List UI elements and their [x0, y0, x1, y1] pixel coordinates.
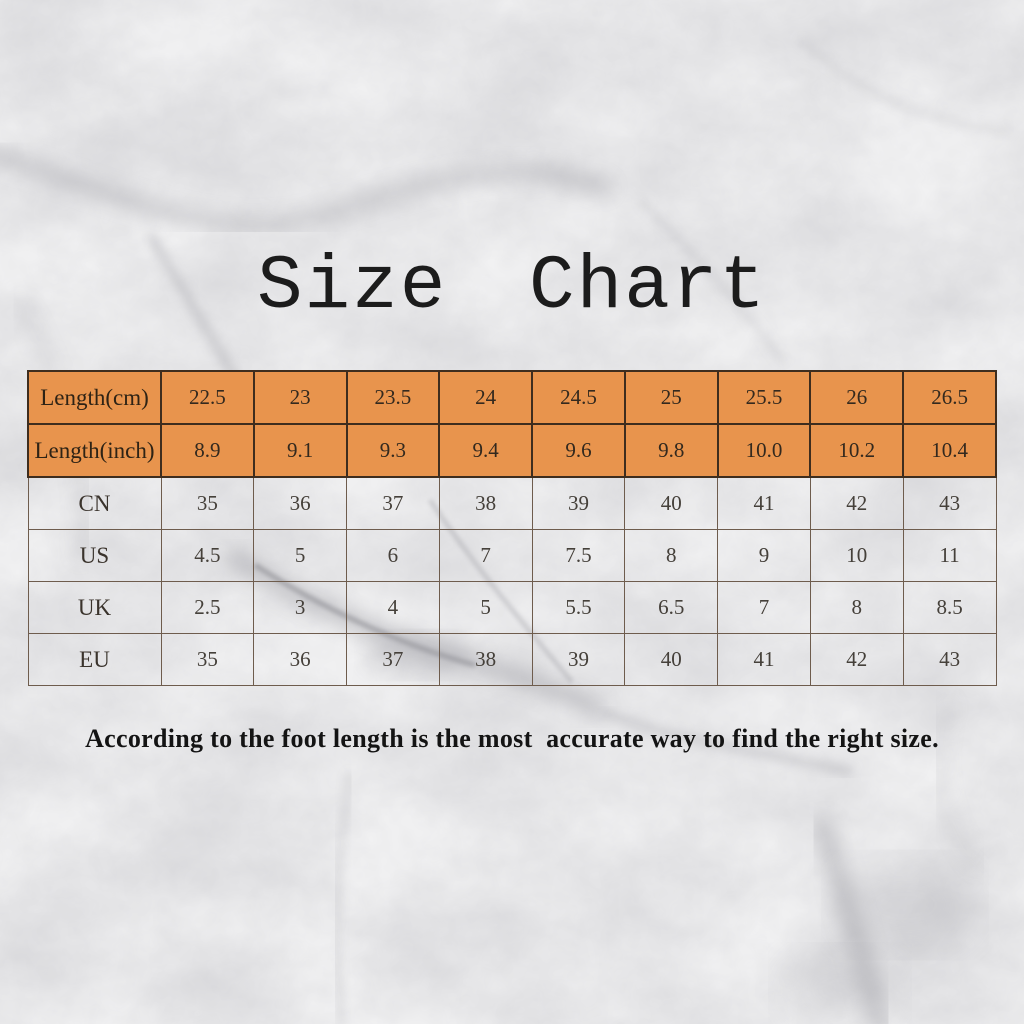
size-value-cell: 10.0 [716, 423, 812, 478]
size-value-cell: 37 [346, 476, 440, 530]
size-value-cell: 43 [902, 633, 997, 686]
size-value-cell: 5 [253, 529, 348, 582]
size-value-cell: 8 [624, 529, 719, 582]
size-value-cell: 7 [438, 529, 533, 582]
size-value-cell: 3 [253, 581, 348, 634]
size-value-cell: 10.4 [902, 423, 997, 478]
size-value-cell: 25.5 [716, 370, 812, 425]
size-value-cell: 8 [809, 581, 904, 634]
size-value-cell: 10.2 [809, 423, 905, 478]
row-label-cell: CN [27, 476, 162, 530]
size-value-cell: 38 [438, 633, 533, 686]
size-value-cell: 23.5 [345, 370, 441, 425]
size-value-cell: 22.5 [160, 370, 255, 425]
size-value-cell: 6.5 [624, 581, 719, 634]
size-value-cell: 9.8 [623, 423, 719, 478]
table-row: EU 35 36 37 38 39 40 41 42 43 [27, 633, 997, 686]
size-value-cell: 43 [902, 476, 997, 530]
size-value-cell: 4.5 [160, 529, 255, 582]
size-value-cell: 41 [717, 476, 811, 530]
size-value-cell: 8.5 [902, 581, 997, 634]
size-value-cell: 40 [624, 633, 719, 686]
page-title: Size Chart [256, 244, 768, 330]
size-value-cell: 26.5 [902, 370, 997, 425]
row-label-cell: Length(inch) [27, 423, 162, 478]
row-label-cell: EU [27, 633, 162, 686]
size-value-cell: 25 [623, 370, 719, 425]
size-value-cell: 9.1 [252, 423, 348, 478]
size-value-cell: 42 [809, 633, 904, 686]
table-row: Length(inch) 8.9 9.1 9.3 9.4 9.6 9.8 10.0 10.2 10… [27, 423, 997, 478]
size-value-cell: 37 [346, 633, 440, 686]
size-value-cell: 4 [346, 581, 440, 634]
size-value-cell: 11 [902, 529, 997, 582]
row-label-cell: US [27, 529, 162, 582]
table-row: CN 35 36 37 38 39 40 41 42 43 [27, 476, 997, 530]
size-value-cell: 26 [809, 370, 905, 425]
size-value-cell: 9.6 [531, 423, 626, 478]
row-label-cell: UK [27, 581, 162, 634]
size-value-cell: 24 [438, 370, 534, 425]
table-row: UK 2.5 3 4 5 5.5 6.5 7 8 8.5 [27, 581, 997, 634]
size-value-cell: 9.4 [438, 423, 534, 478]
size-value-cell: 5.5 [531, 581, 626, 634]
size-value-cell: 5 [438, 581, 533, 634]
size-value-cell: 36 [253, 476, 348, 530]
size-value-cell: 35 [160, 633, 255, 686]
size-value-cell: 39 [531, 633, 626, 686]
size-value-cell: 9.3 [345, 423, 441, 478]
size-value-cell: 2.5 [160, 581, 255, 634]
size-value-cell: 8.9 [160, 423, 255, 478]
table-row: US 4.5 5 6 7 7.5 8 9 10 11 [27, 529, 997, 582]
size-value-cell: 7.5 [531, 529, 626, 582]
size-table: Length(cm) 22.5 23 23.5 24 24.5 25 25.5 26 26.5 Le… [27, 370, 997, 686]
row-label-cell: Length(cm) [27, 370, 162, 425]
size-value-cell: 35 [160, 476, 255, 530]
size-table-body: Length(cm) 22.5 23 23.5 24 24.5 25 25.5 26 26.5 Le… [27, 370, 997, 686]
footer-note: According to the foot length is the most… [85, 724, 939, 753]
size-value-cell: 38 [438, 476, 533, 530]
size-value-cell: 36 [253, 633, 348, 686]
size-value-cell: 24.5 [531, 370, 626, 425]
size-value-cell: 6 [346, 529, 440, 582]
size-value-cell: 9 [717, 529, 811, 582]
size-value-cell: 23 [252, 370, 348, 425]
table-row: Length(cm) 22.5 23 23.5 24 24.5 25 25.5 26 26.5 [27, 370, 997, 425]
size-value-cell: 40 [624, 476, 719, 530]
size-value-cell: 7 [717, 581, 811, 634]
size-value-cell: 41 [717, 633, 811, 686]
size-value-cell: 42 [809, 476, 904, 530]
size-value-cell: 39 [531, 476, 626, 530]
size-value-cell: 10 [809, 529, 904, 582]
